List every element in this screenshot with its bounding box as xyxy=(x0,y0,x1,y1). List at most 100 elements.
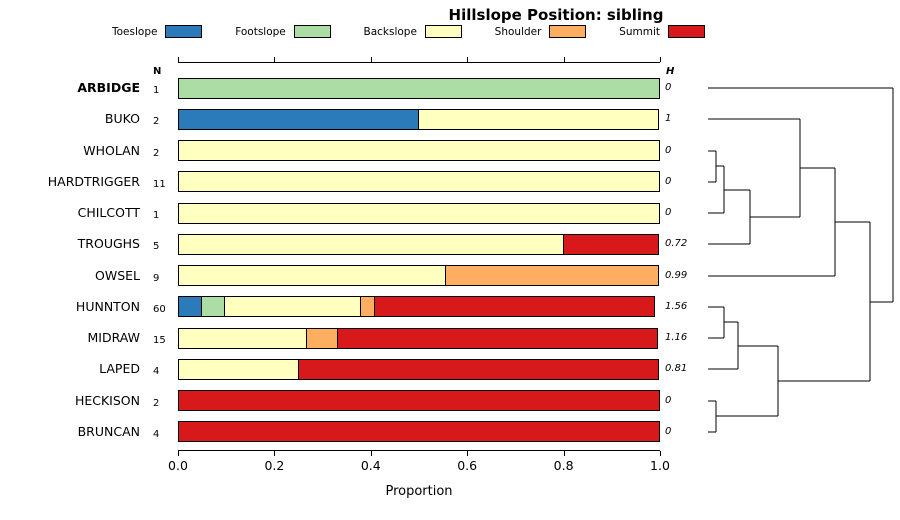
bar-segment-toeslope xyxy=(178,108,419,130)
legend: Toeslope Footslope Backslope Shoulder Summit xyxy=(112,25,705,38)
bar-segment-backslope xyxy=(418,108,659,130)
bottom-axis-tick xyxy=(563,451,565,456)
bar-segment-summit xyxy=(178,390,660,412)
legend-label: Shoulder xyxy=(494,25,542,38)
row-label: LAPED xyxy=(99,361,140,377)
h-value: 0 xyxy=(665,144,672,156)
n-value: 15 xyxy=(153,335,166,347)
x-tick-label: 0.0 xyxy=(168,458,188,473)
legend-label: Footslope xyxy=(235,25,286,38)
bar-segment-backslope xyxy=(178,202,660,224)
row-label: CHILCOTT xyxy=(77,205,140,221)
stacked-bar xyxy=(178,233,660,255)
bar-segment-shoulder xyxy=(305,327,338,349)
bar-segment-summit xyxy=(562,233,659,255)
legend-item-shoulder: Shoulder xyxy=(495,25,587,38)
top-axis-tick xyxy=(370,57,372,62)
n-value: 60 xyxy=(153,303,166,315)
n-value: 4 xyxy=(153,366,160,378)
bar-segment-backslope xyxy=(178,140,660,162)
row-label: HARDTRIGGER xyxy=(47,173,140,189)
n-value: 2 xyxy=(153,147,160,159)
stacked-bar xyxy=(178,140,660,162)
bar-segment-backslope xyxy=(178,171,660,193)
h-value: 0 xyxy=(665,82,672,93)
legend-label: Summit xyxy=(619,25,660,38)
bar-segment-backslope xyxy=(178,233,564,255)
bottom-axis-tick xyxy=(274,451,276,456)
legend-swatch-footslope xyxy=(293,25,331,38)
row-label: OWSEL xyxy=(95,267,140,283)
bar-segment-footslope xyxy=(178,77,660,99)
legend-item-footslope: Footslope xyxy=(235,25,331,38)
row-label: BUKO xyxy=(104,111,140,127)
n-value: 1 xyxy=(153,85,160,96)
stacked-bar xyxy=(178,296,660,318)
stacked-bar xyxy=(178,358,660,380)
legend-item-backslope: Backslope xyxy=(364,25,462,38)
n-column-header: N xyxy=(153,66,162,77)
n-value: 2 xyxy=(153,397,160,409)
bottom-axis-tick xyxy=(178,451,179,456)
row-label: MIDRAW xyxy=(87,330,140,346)
x-axis-title: Proportion xyxy=(385,484,453,499)
top-axis-line xyxy=(178,62,660,63)
x-tick-label: 0.6 xyxy=(457,458,478,473)
legend-swatch-toeslope xyxy=(165,25,203,38)
bar-segment-backslope xyxy=(178,358,299,380)
row-label: BRUNCAN xyxy=(77,423,140,439)
bottom-axis-tick xyxy=(467,451,469,456)
row-label: HUNNTON xyxy=(75,298,140,314)
h-value: 0 xyxy=(665,425,672,437)
x-tick-label: 1.0 xyxy=(650,458,670,473)
bar-segment-summit xyxy=(297,358,659,380)
row-label: HECKISON xyxy=(74,392,140,408)
n-value: 11 xyxy=(153,178,166,190)
legend-swatch-shoulder xyxy=(549,25,587,38)
bar-segment-backslope xyxy=(178,327,307,349)
bar-segment-summit xyxy=(374,296,656,318)
legend-label: Backslope xyxy=(363,25,417,38)
row-label: ARBIDGE xyxy=(77,80,140,95)
h-value: 1.16 xyxy=(665,332,688,344)
bar-segment-shoulder xyxy=(444,265,659,287)
bar-segment-footslope xyxy=(201,296,226,318)
h-value: 0.81 xyxy=(665,363,688,375)
top-axis-tick xyxy=(467,57,469,62)
stacked-bar xyxy=(178,202,660,224)
bar-segment-toeslope xyxy=(178,296,203,318)
legend-label: Toeslope xyxy=(112,25,158,38)
h-value: 0 xyxy=(665,394,672,406)
bottom-axis-tick xyxy=(370,451,372,456)
n-value: 9 xyxy=(153,272,160,284)
stacked-bar xyxy=(178,390,660,412)
bar-segment-summit xyxy=(336,327,659,349)
legend-swatch-summit xyxy=(667,25,705,38)
h-value: 1.56 xyxy=(665,300,688,312)
bottom-axis-tick xyxy=(660,451,661,456)
x-tick-label: 0.4 xyxy=(360,458,381,473)
top-axis-tick xyxy=(274,57,276,62)
h-value: 0 xyxy=(665,175,672,187)
row-label: WHOLAN xyxy=(83,142,140,158)
h-value: 0.72 xyxy=(665,238,688,250)
legend-item-summit: Summit xyxy=(619,25,705,38)
n-value: 5 xyxy=(153,241,160,253)
stacked-bar xyxy=(178,265,660,287)
chart-title: Hillslope Position: sibling xyxy=(448,6,664,24)
n-value: 4 xyxy=(153,428,160,440)
x-tick-label: 0.8 xyxy=(553,458,574,473)
bar-segment-summit xyxy=(178,421,660,443)
stacked-bar xyxy=(178,108,660,130)
stacked-bar xyxy=(178,421,660,443)
n-value: 1 xyxy=(153,210,160,222)
row-label: TROUGHS xyxy=(77,236,140,252)
stacked-bar xyxy=(178,327,660,349)
bar-segment-backslope xyxy=(178,265,446,287)
n-value: 2 xyxy=(153,116,160,128)
top-axis-tick xyxy=(660,57,661,62)
top-axis-tick xyxy=(178,57,179,62)
bar-segment-backslope xyxy=(224,296,361,318)
h-value: 0.99 xyxy=(665,269,688,281)
